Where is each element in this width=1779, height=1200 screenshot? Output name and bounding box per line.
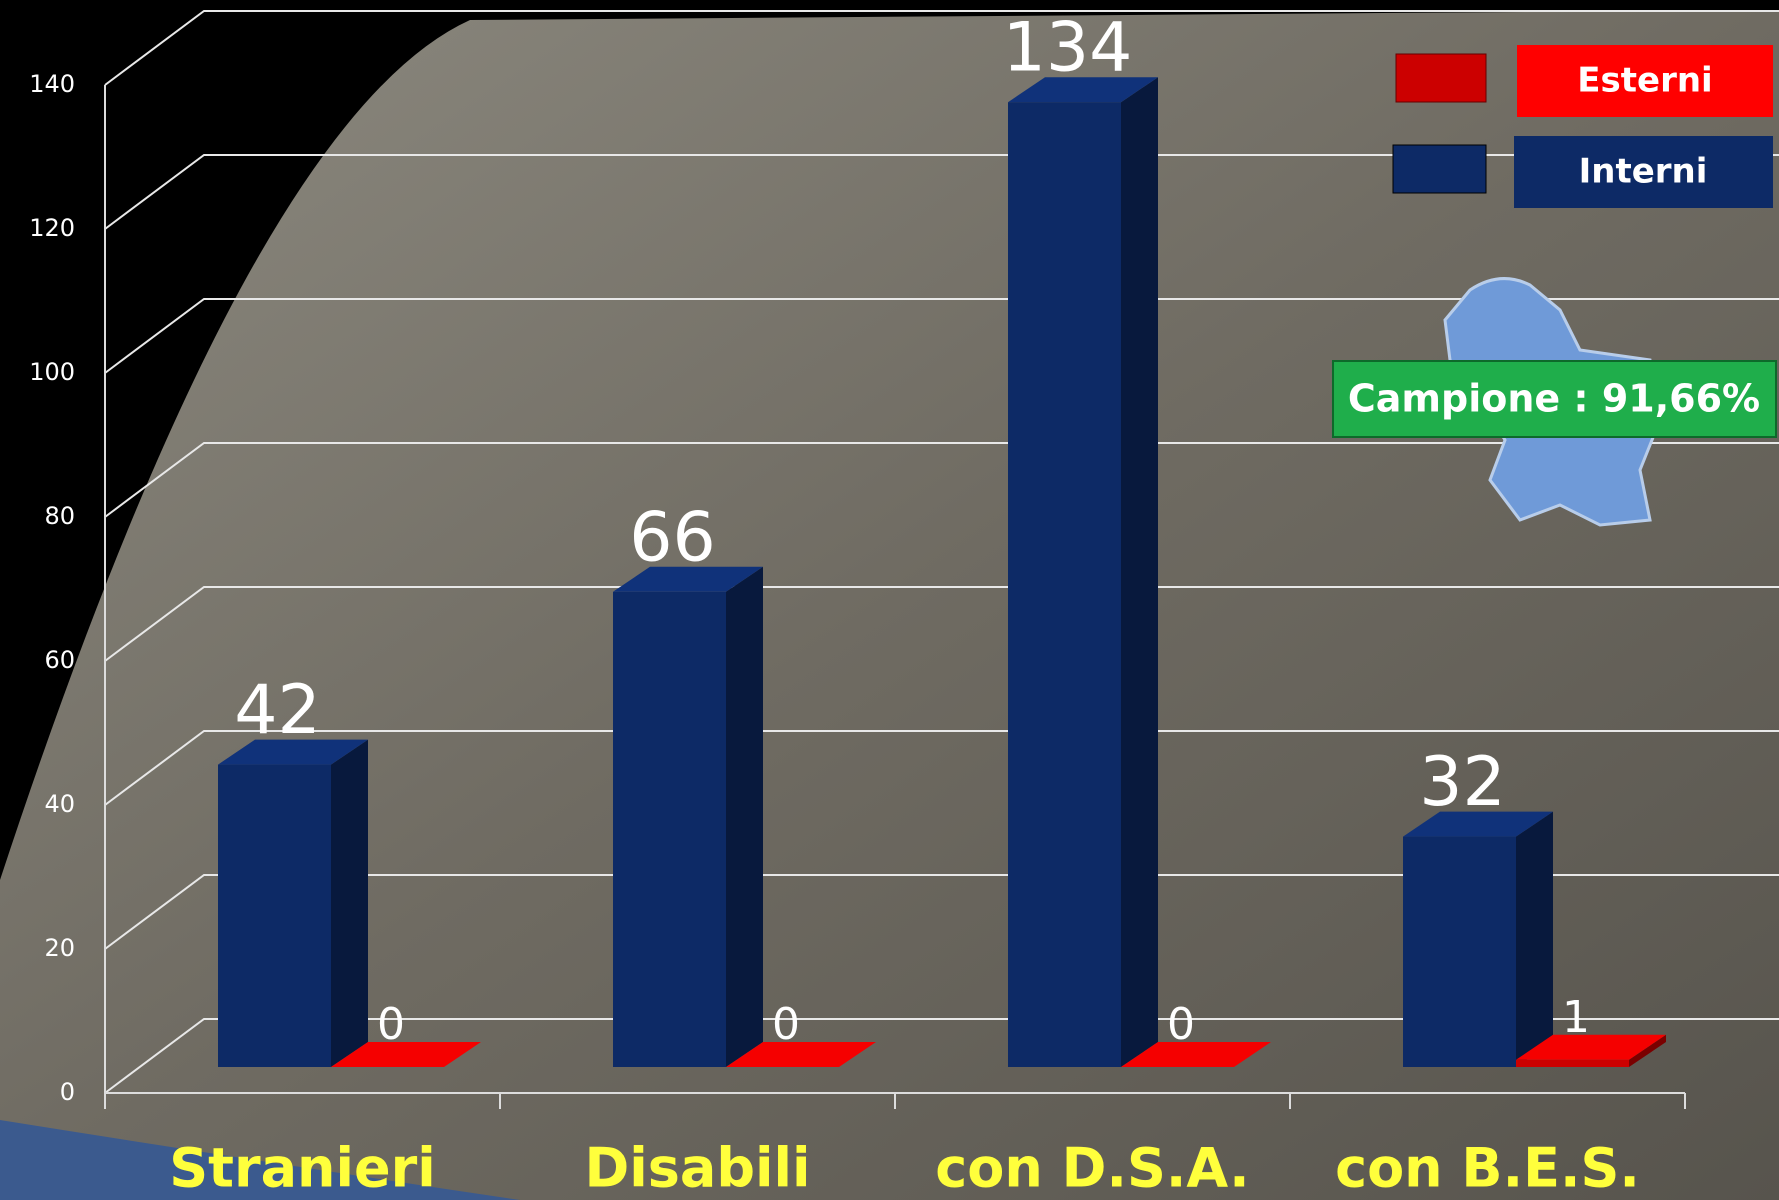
value-label: 0: [1167, 999, 1195, 1050]
bar-top: [331, 1042, 481, 1067]
bar-side: [331, 739, 368, 1067]
value-label: 0: [377, 999, 405, 1050]
bar-side: [1629, 1034, 1666, 1067]
bar-side: [726, 566, 763, 1067]
annotation: Campione : 91,66%: [1348, 377, 1760, 421]
x-tick-label: Stranieri: [169, 1137, 436, 1200]
value-label: 134: [1003, 9, 1133, 88]
grid-line: [104, 442, 1779, 518]
bar: [331, 1042, 481, 1067]
y-tick-label: 20: [44, 934, 75, 962]
bar: [1121, 1042, 1271, 1067]
y-tick-label: 0: [60, 1078, 75, 1106]
value-label: 66: [629, 498, 716, 577]
bar-front: [613, 591, 726, 1067]
bar-front: [1403, 836, 1516, 1067]
grid-line: [104, 874, 1779, 950]
grid-line: [104, 730, 1779, 806]
bar: [726, 1042, 876, 1067]
y-tick-label: 40: [44, 790, 75, 818]
x-tick-label: con B.E.S.: [1335, 1137, 1640, 1200]
bar-top: [1121, 1042, 1271, 1067]
legend-label: Interni: [1579, 152, 1708, 192]
bar-top: [613, 566, 763, 592]
bar-top: [218, 739, 368, 765]
bar-top: [1403, 811, 1553, 837]
bar-front: [218, 764, 331, 1067]
y-tick-label: 120: [29, 214, 75, 242]
bar: [1008, 77, 1158, 1067]
legend-label: Esterni: [1577, 61, 1712, 101]
photo-panel: [0, 10, 1779, 1200]
bar: [613, 566, 763, 1067]
legend-box: [1514, 136, 1773, 208]
bar: [1403, 811, 1553, 1067]
bar-front: [1516, 1059, 1629, 1067]
bar-top: [1008, 77, 1158, 103]
y-tick-label: 100: [29, 358, 75, 386]
y-tick-label: 80: [44, 502, 75, 530]
bar-top: [726, 1042, 876, 1067]
grid-line: [104, 586, 1779, 662]
value-label: 32: [1419, 743, 1506, 822]
grid-line: [104, 1018, 1779, 1094]
legend: Esterni Interni: [1392, 45, 1773, 208]
x-tick-label: Disabili: [584, 1137, 810, 1200]
grid-line: [104, 154, 1779, 230]
grid-line: [104, 298, 1779, 374]
bar-top: [1516, 1034, 1666, 1060]
legend-box: [1517, 45, 1773, 117]
y-tick-label: 140: [29, 70, 75, 98]
bar: [1516, 1034, 1666, 1067]
plot: 020406080100120140Stranieri420Disabili66…: [29, 9, 1779, 1200]
bar-side: [1516, 811, 1553, 1067]
value-label: 0: [772, 999, 800, 1050]
legend-swatch: [1395, 53, 1487, 103]
x-tick-label: con D.S.A.: [935, 1137, 1249, 1200]
bar: [218, 739, 368, 1067]
y-tick-label: 60: [44, 646, 75, 674]
legend-swatch: [1392, 144, 1487, 194]
grid-line: [104, 10, 1779, 86]
value-label: 42: [234, 671, 321, 750]
bar-front: [1008, 102, 1121, 1067]
value-label: 1: [1562, 992, 1590, 1043]
annotation-box: [1332, 360, 1777, 438]
bar-side: [1121, 77, 1158, 1067]
